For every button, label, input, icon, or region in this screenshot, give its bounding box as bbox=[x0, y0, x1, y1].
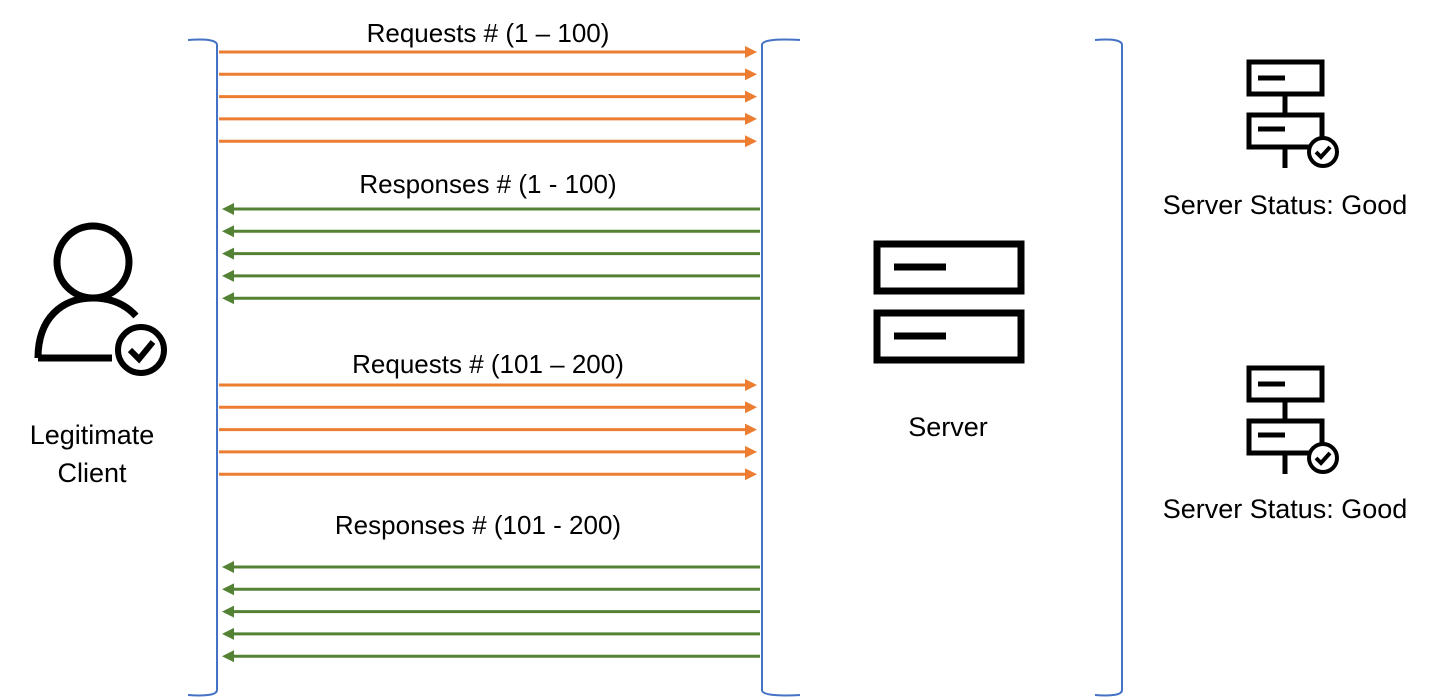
client-label: Client bbox=[57, 458, 127, 488]
client-label: Legitimate bbox=[30, 420, 155, 450]
arrows-group bbox=[219, 46, 760, 663]
flow-label: Requests # (101 – 200) bbox=[352, 349, 624, 379]
client-bracket bbox=[187, 38, 218, 697]
server-icon bbox=[873, 240, 1025, 364]
user-check-icon bbox=[34, 222, 167, 376]
flow-label: Requests # (1 – 100) bbox=[367, 18, 610, 48]
flow-label: Responses # (101 - 200) bbox=[335, 510, 621, 540]
server-bracket-left bbox=[761, 38, 801, 697]
server-bracket-right bbox=[1094, 38, 1123, 697]
server-label: Server bbox=[908, 412, 988, 442]
server-status-label: Server Status: Good bbox=[1163, 494, 1408, 524]
server-status-check-icon bbox=[1246, 59, 1339, 168]
server-status-check-icon bbox=[1246, 365, 1339, 474]
server-status-label: Server Status: Good bbox=[1163, 190, 1408, 220]
flow-label: Responses # (1 - 100) bbox=[359, 169, 616, 199]
